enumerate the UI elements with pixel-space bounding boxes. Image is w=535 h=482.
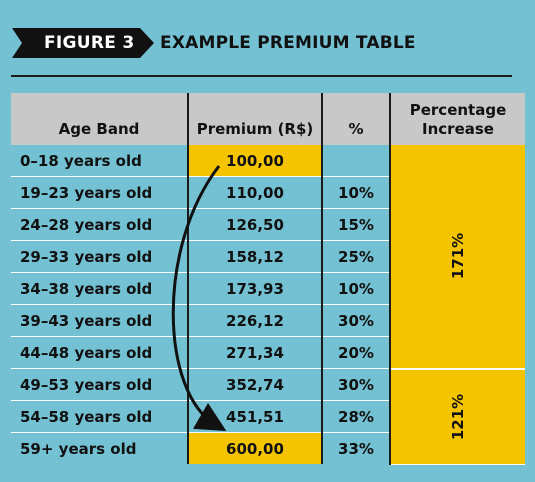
percent-cell: 30%	[321, 368, 390, 401]
premium-cell: 226,12	[187, 304, 322, 337]
header-percentage-increase: Percentage Increase	[389, 93, 525, 145]
percent-cell: 10%	[321, 272, 390, 305]
percentage-increase-value: 121%	[449, 393, 467, 440]
premium-cell: 271,34	[187, 336, 322, 369]
table-header-row: Age Band Premium (R$) % Percentage Incre…	[11, 93, 525, 145]
figure-label-banner	[12, 28, 154, 58]
premium-cell: 110,00	[187, 176, 322, 209]
age-band-cell: 44–48 years old	[11, 336, 188, 369]
age-band-cell: 19–23 years old	[11, 176, 188, 209]
header-percent: %	[321, 93, 390, 145]
age-band-cell: 59+ years old	[20, 439, 137, 458]
premium-cell: 173,93	[187, 272, 322, 305]
percent-cell: 28%	[321, 400, 390, 433]
percent-cell: 20%	[321, 336, 390, 369]
title-divider	[11, 75, 512, 77]
percent-cell: 10%	[321, 176, 390, 209]
table-row: 44–48 years old 271,34 20%	[11, 336, 525, 369]
table-row: 59+ years old 600,00 33%	[11, 432, 525, 464]
age-band-cell: 24–28 years old	[11, 208, 188, 241]
table-row: 19–23 years old 110,00 10%	[11, 176, 525, 209]
premium-table-container: Age Band Premium (R$) % Percentage Incre…	[11, 93, 525, 465]
header-age-band: Age Band	[11, 93, 188, 145]
table-row: 49–53 years old 352,74 30% 121%	[11, 367, 525, 465]
age-band-cell: 54–58 years old	[11, 400, 188, 433]
figure-label-text: FIGURE 3	[44, 33, 135, 53]
percent-cell: 33%	[321, 432, 390, 464]
figure-title: EXAMPLE PREMIUM TABLE	[160, 33, 416, 53]
percent-cell: 25%	[321, 240, 390, 273]
premium-cell: 126,50	[187, 208, 322, 241]
premium-table: Age Band Premium (R$) % Percentage Incre…	[11, 93, 525, 465]
premium-cell: 600,00	[187, 432, 322, 464]
percentage-increase-cell: 121%	[389, 367, 525, 465]
percentage-increase-cell: 171%	[389, 145, 525, 369]
premium-cell: 100,00	[187, 145, 322, 177]
table-row: 0–18 years old 100,00 171%	[11, 145, 525, 369]
age-band-cell: 29–33 years old	[11, 240, 188, 273]
header-premium: Premium (R$)	[187, 93, 322, 145]
percentage-increase-value: 171%	[449, 233, 467, 280]
table-row: 34–38 years old 173,93 10%	[11, 272, 525, 305]
premium-cell: 451,51	[187, 400, 322, 433]
age-band-cell: 34–38 years old	[11, 272, 188, 305]
percent-cell: 15%	[321, 208, 390, 241]
table-row: 54–58 years old 451,51 28%	[11, 400, 525, 433]
header-percentage-increase-text: Percentage Increase	[409, 101, 507, 138]
percent-cell	[321, 145, 390, 177]
age-band-cell: 39–43 years old	[11, 304, 188, 337]
premium-cell: 158,12	[187, 240, 322, 273]
percent-cell: 30%	[321, 304, 390, 337]
age-band-cell: 0–18 years old	[11, 145, 188, 177]
age-band-cell: 49–53 years old	[11, 368, 188, 401]
premium-cell: 352,74	[187, 368, 322, 401]
figure-label: FIGURE 3	[12, 28, 154, 58]
